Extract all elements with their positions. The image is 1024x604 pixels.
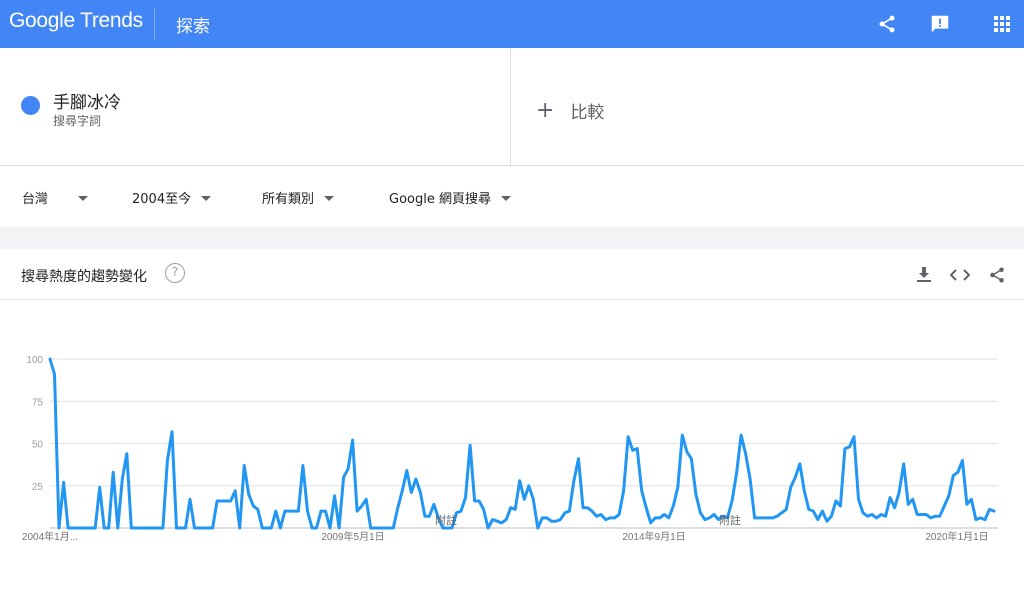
search-term-panel: 手腳冰冷 搜尋字詞 + 比較 [0, 48, 1024, 166]
chart-annotation[interactable]: 附註 [435, 513, 457, 527]
chevron-down-icon [500, 196, 511, 201]
compare-button[interactable]: + 比較 [536, 98, 604, 123]
series-line[interactable] [48, 357, 996, 530]
x-axis-ticks: 2004年1月... 2009年5月1日 2014年9月1日 2020年1月1日 [22, 530, 989, 543]
chevron-down-icon [201, 196, 212, 201]
chart-annotation[interactable]: 附註 [719, 513, 741, 527]
x-tick-label: 2004年1月... [22, 530, 78, 543]
property-filter-label: Google 網頁搜尋 [389, 192, 491, 207]
term-name[interactable]: 手腳冰冷 [53, 93, 121, 113]
search-term-card[interactable]: 手腳冰冷 搜尋字詞 [0, 48, 511, 166]
y-axis-ticks: 100 75 50 25 [26, 355, 43, 493]
apps-icon[interactable] [988, 10, 1016, 38]
property-filter[interactable]: Google 網頁搜尋 [389, 188, 511, 207]
header-divider [154, 8, 155, 40]
filter-bar: 台灣 2004至今 所有類別 Google 網頁搜尋 [0, 166, 1024, 227]
term-type: 搜尋字詞 [53, 114, 102, 128]
help-icon[interactable]: ? [165, 263, 185, 283]
embed-code-icon[interactable] [948, 263, 972, 287]
y-tick-label: 50 [32, 440, 44, 451]
plus-icon: + [536, 97, 555, 123]
x-tick-label: 2020年1月1日 [925, 530, 988, 543]
card-divider [0, 299, 1024, 300]
share-icon[interactable] [873, 10, 901, 38]
feedback-icon[interactable] [926, 10, 954, 38]
time-filter[interactable]: 2004至今 [132, 188, 212, 207]
google-trends-logo[interactable]: Google Trends [9, 9, 143, 32]
category-filter-label: 所有類別 [262, 192, 315, 207]
compare-label: 比較 [570, 103, 605, 123]
region-filter[interactable]: 台灣 [22, 188, 89, 207]
time-filter-label: 2004至今 [132, 192, 192, 207]
x-tick-label: 2014年9月1日 [622, 530, 685, 543]
download-icon[interactable] [912, 263, 936, 287]
y-tick-label: 25 [32, 482, 44, 493]
term-color-dot [21, 96, 40, 115]
y-tick-label: 100 [26, 355, 43, 366]
chart-annotations: 附註 附註 [435, 513, 741, 527]
y-tick-label: 75 [32, 397, 44, 408]
category-filter[interactable]: 所有類別 [262, 188, 335, 207]
x-tick-label: 2009年5月1日 [321, 530, 384, 543]
interest-over-time-card: 搜尋熱度的趨勢變化 ? [0, 249, 1024, 604]
share-chart-icon[interactable] [985, 263, 1009, 287]
card-title: 搜尋熱度的趨勢變化 [21, 269, 147, 285]
chevron-down-icon [78, 196, 89, 201]
explore-title: 探索 [176, 17, 210, 37]
chevron-down-icon [324, 196, 335, 201]
top-bar: Google Trends 探索 [0, 0, 1024, 48]
region-filter-label: 台灣 [22, 192, 49, 207]
section-gap [0, 227, 1024, 249]
